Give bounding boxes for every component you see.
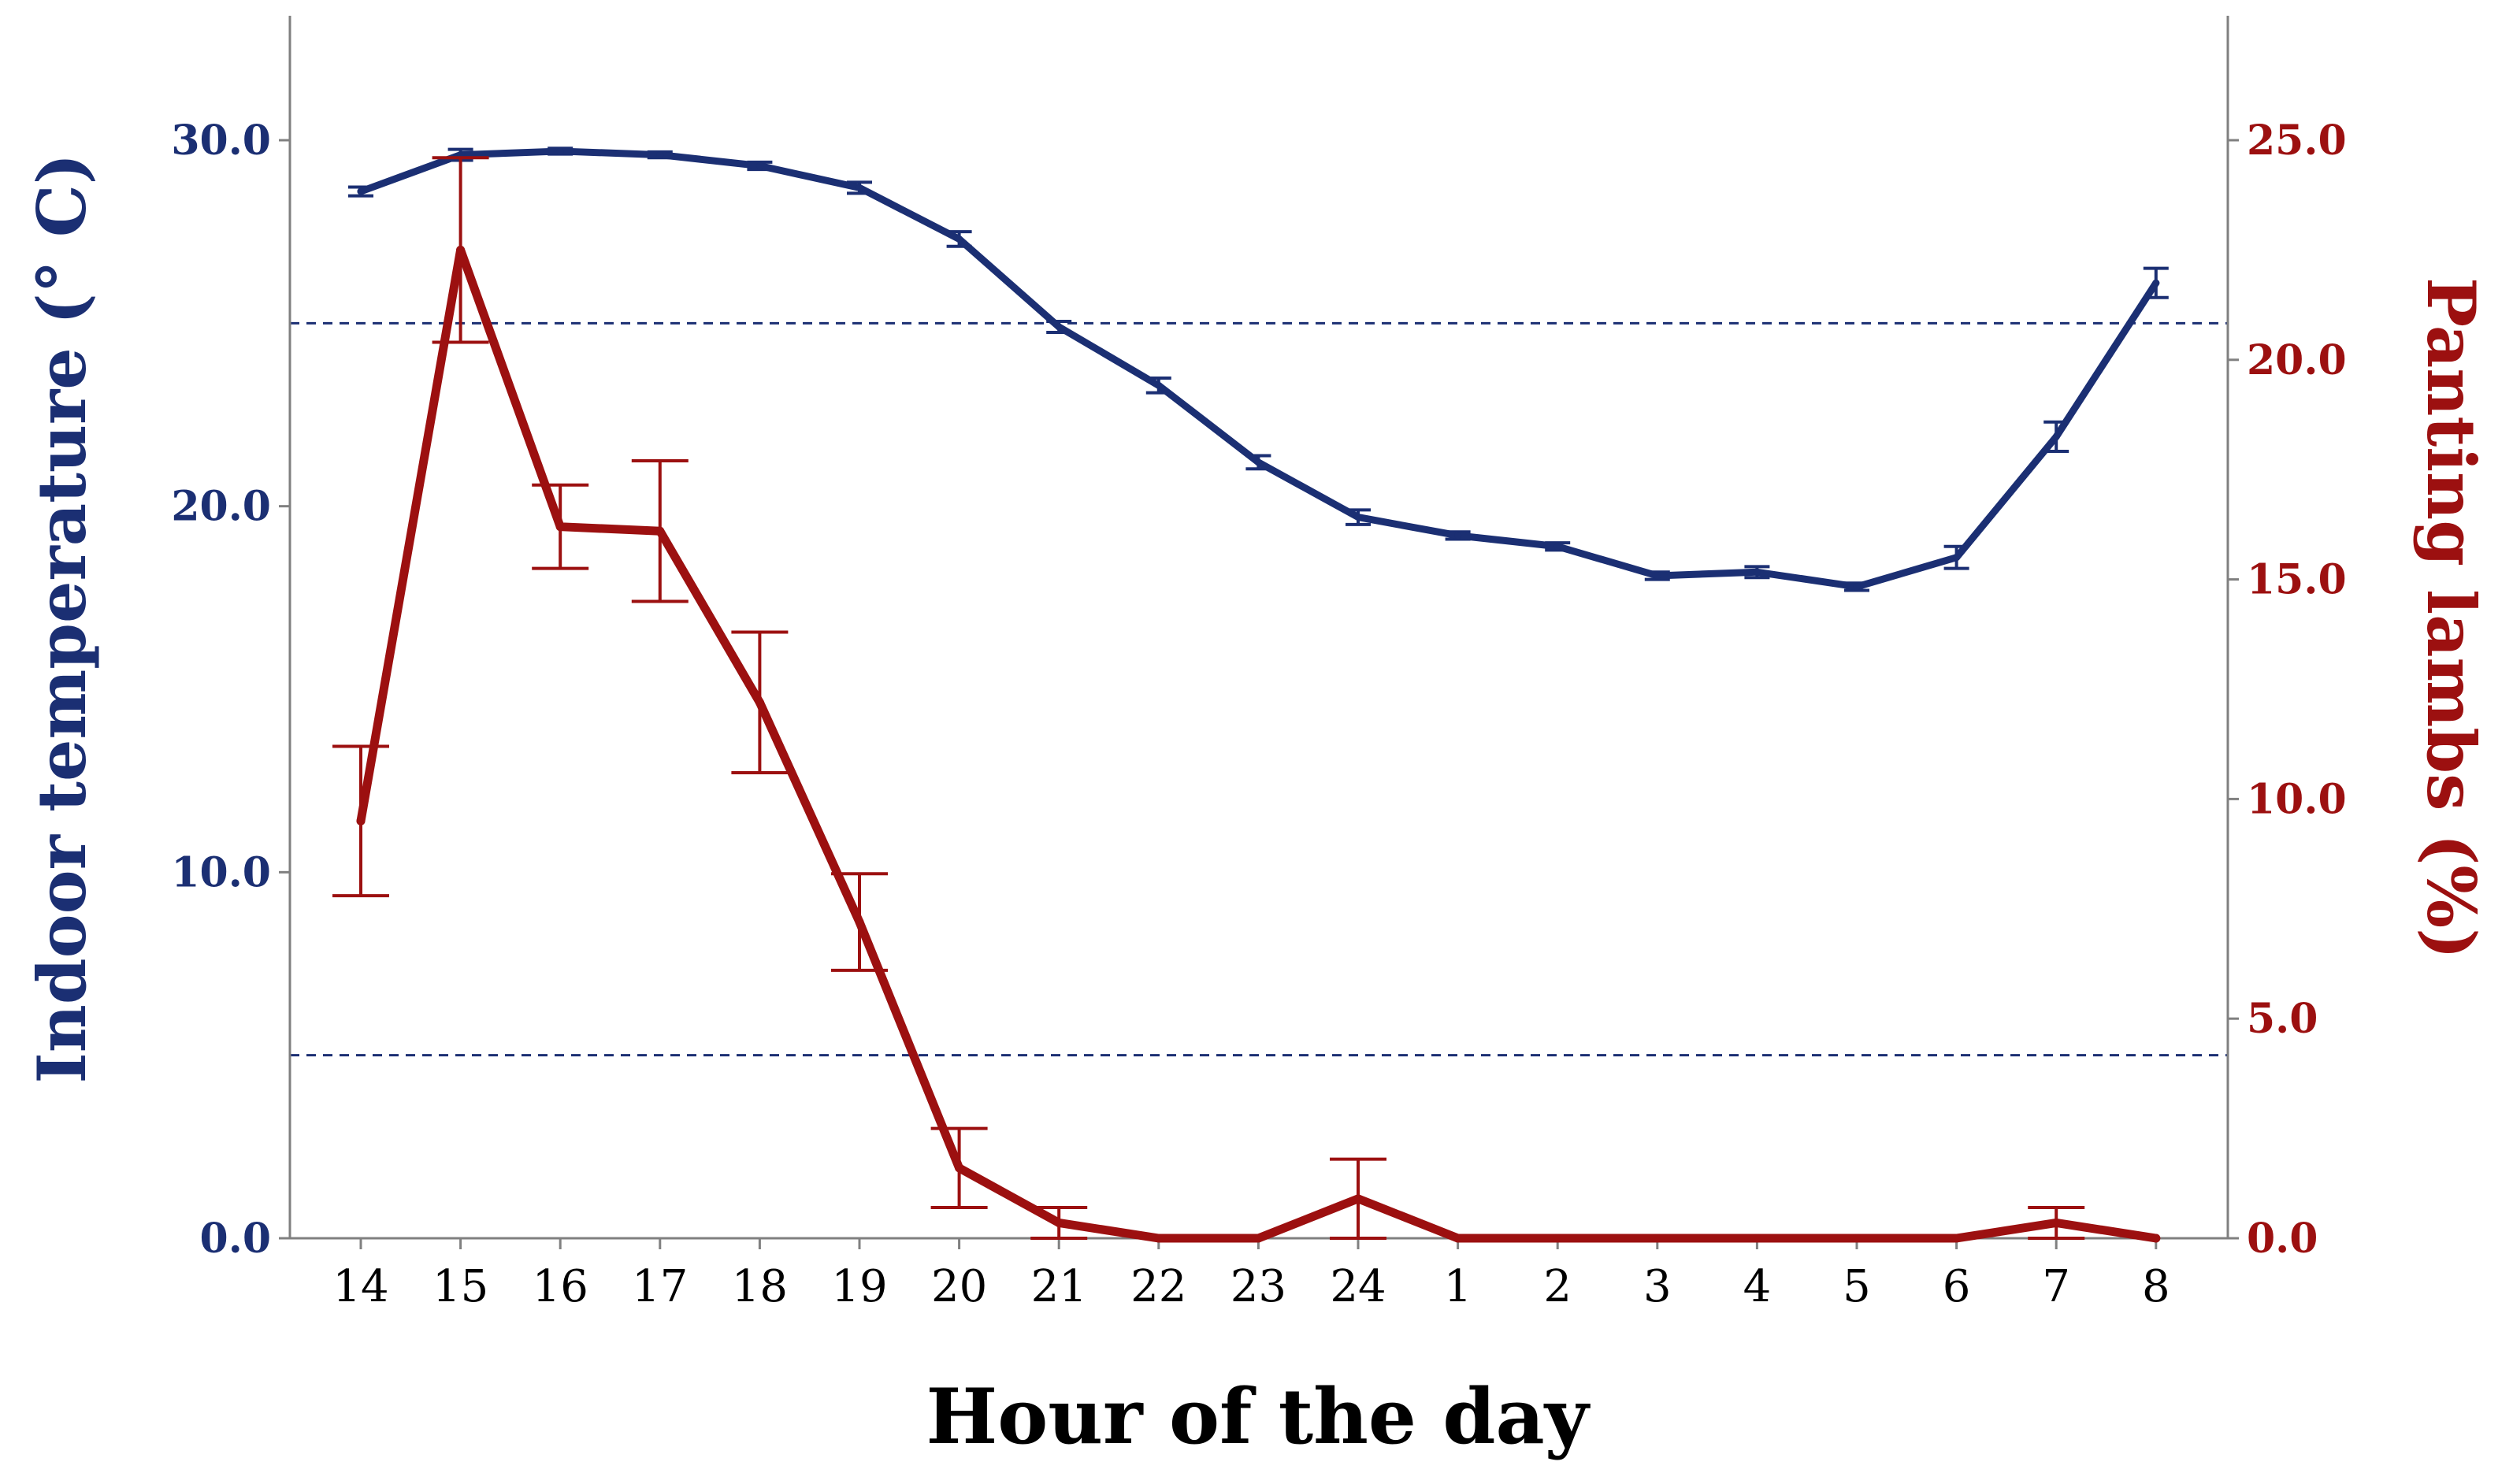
temperature-point xyxy=(357,187,365,195)
series-panting xyxy=(332,156,2161,1243)
x-tick-label: 4 xyxy=(1743,1261,1772,1312)
x-tick-label: 19 xyxy=(831,1261,887,1312)
x-tick-label: 15 xyxy=(432,1261,488,1312)
y-tick-label-left: 30.0 xyxy=(171,117,271,165)
x-axis-title: Hour of the day xyxy=(926,1372,1591,1461)
panting-point xyxy=(1952,1234,1962,1243)
temperature-point xyxy=(956,235,963,243)
temperature-line xyxy=(357,147,2160,591)
temperature-point xyxy=(556,147,564,155)
axes xyxy=(279,16,2239,1249)
panting-point xyxy=(1553,1234,1562,1243)
x-tick-label: 21 xyxy=(1031,1261,1087,1312)
temperature-point xyxy=(1354,514,1362,521)
x-tick-label: 7 xyxy=(2042,1261,2070,1312)
panting-point xyxy=(356,816,366,825)
y-tick-label-right: 25.0 xyxy=(2247,117,2347,165)
y-tick-label-left: 0.0 xyxy=(200,1215,271,1263)
reference-lines xyxy=(290,321,2228,1057)
y-tick-label-right: 15.0 xyxy=(2247,556,2347,604)
temperature-point xyxy=(1553,543,1561,551)
x-tick-label: 20 xyxy=(931,1261,987,1312)
panting-point xyxy=(1253,1234,1263,1243)
x-tick-label: 17 xyxy=(632,1261,688,1312)
y-axis-title-right: Panting lambs (%) xyxy=(2412,277,2490,959)
panting-point xyxy=(1453,1234,1463,1243)
y-tick-label-right: 20.0 xyxy=(2247,336,2347,384)
panting-point xyxy=(655,526,665,536)
panting-point xyxy=(1852,1234,1862,1243)
temperature-point xyxy=(1853,583,1861,591)
x-tick-label: 2 xyxy=(1543,1261,1572,1312)
temperature-point xyxy=(856,184,863,191)
temperature-point xyxy=(1654,572,1661,580)
temperature-point xyxy=(1055,323,1063,331)
panting-point xyxy=(1653,1234,1662,1243)
panting-point xyxy=(555,522,565,532)
y-tick-label-right: 10.0 xyxy=(2247,775,2347,823)
panting-point xyxy=(1054,1218,1063,1227)
y-tick-label-right: 5.0 xyxy=(2247,995,2318,1043)
panting-point xyxy=(955,1163,964,1173)
x-tick-label: 14 xyxy=(332,1261,388,1312)
temperature-point xyxy=(1254,458,1262,466)
x-tick-label: 5 xyxy=(1843,1261,1871,1312)
temperature-point xyxy=(656,151,664,159)
x-tick-label: 18 xyxy=(732,1261,788,1312)
panting-point xyxy=(1353,1194,1363,1204)
x-tick-label: 3 xyxy=(1643,1261,1672,1312)
series-temperature xyxy=(348,147,2169,592)
panting-line xyxy=(356,245,2161,1243)
temperature-point xyxy=(1454,532,1462,540)
x-tick-label: 8 xyxy=(2142,1261,2170,1312)
temperature-point xyxy=(1753,568,1761,576)
panting-point xyxy=(1752,1234,1761,1243)
x-tick-label: 1 xyxy=(1444,1261,1472,1312)
x-tick-label: 23 xyxy=(1231,1261,1286,1312)
panting-point xyxy=(456,245,466,254)
panting-point xyxy=(2151,1234,2161,1243)
y-tick-label-left: 10.0 xyxy=(171,848,271,896)
y-axis-title-left: Indoor temperature (° C) xyxy=(23,153,101,1083)
temperature-point xyxy=(2052,432,2060,440)
x-tick-label: 16 xyxy=(533,1261,588,1312)
panting-point xyxy=(855,918,864,927)
y-tick-label-right: 0.0 xyxy=(2247,1215,2318,1263)
temperature-point xyxy=(1155,381,1163,389)
panting-point xyxy=(755,698,764,707)
x-tick-label: 24 xyxy=(1330,1261,1386,1312)
panting-point xyxy=(2051,1218,2061,1227)
temperature-point xyxy=(755,162,763,170)
y-tick-label-left: 20.0 xyxy=(171,483,271,531)
panting-point xyxy=(1154,1234,1164,1243)
temperature-point xyxy=(2152,279,2160,287)
x-tick-label: 6 xyxy=(1943,1261,1971,1312)
tick-labels: 0.010.020.030.00.05.010.015.020.025.014 1… xyxy=(171,117,2346,1312)
temperature-point xyxy=(1953,554,1961,562)
x-tick-label: 22 xyxy=(1130,1261,1186,1312)
